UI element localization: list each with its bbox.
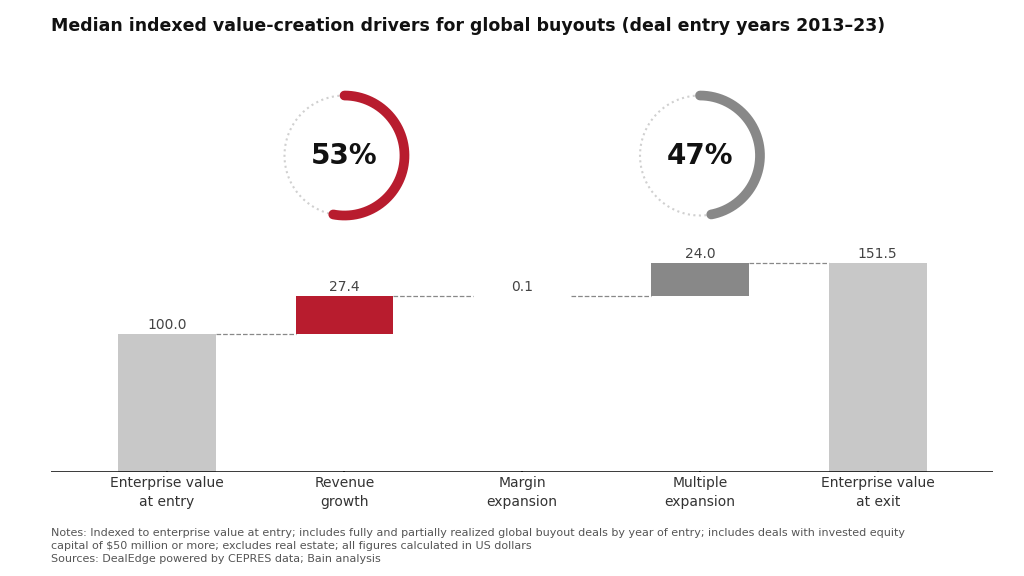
Text: 27.4: 27.4 <box>329 280 359 294</box>
Text: Enterprise value
at entry: Enterprise value at entry <box>110 476 223 509</box>
Text: 0.1: 0.1 <box>511 280 534 294</box>
Text: Revenue
growth: Revenue growth <box>314 476 375 509</box>
Text: Margin
expansion: Margin expansion <box>486 476 558 509</box>
Bar <box>651 263 749 296</box>
Text: 47%: 47% <box>667 142 733 169</box>
Text: Enterprise value
at exit: Enterprise value at exit <box>821 476 935 509</box>
Text: 100.0: 100.0 <box>147 318 186 332</box>
Text: 53%: 53% <box>311 142 378 169</box>
Bar <box>296 296 393 334</box>
Bar <box>828 263 927 472</box>
Text: 24.0: 24.0 <box>685 247 716 261</box>
Text: 151.5: 151.5 <box>858 247 898 261</box>
Text: Median indexed value-creation drivers for global buyouts (deal entry years 2013–: Median indexed value-creation drivers fo… <box>51 17 886 35</box>
Text: Multiple
expansion: Multiple expansion <box>665 476 735 509</box>
Text: Notes: Indexed to enterprise value at entry; includes fully and partially realiz: Notes: Indexed to enterprise value at en… <box>51 528 905 564</box>
Bar <box>118 334 216 472</box>
